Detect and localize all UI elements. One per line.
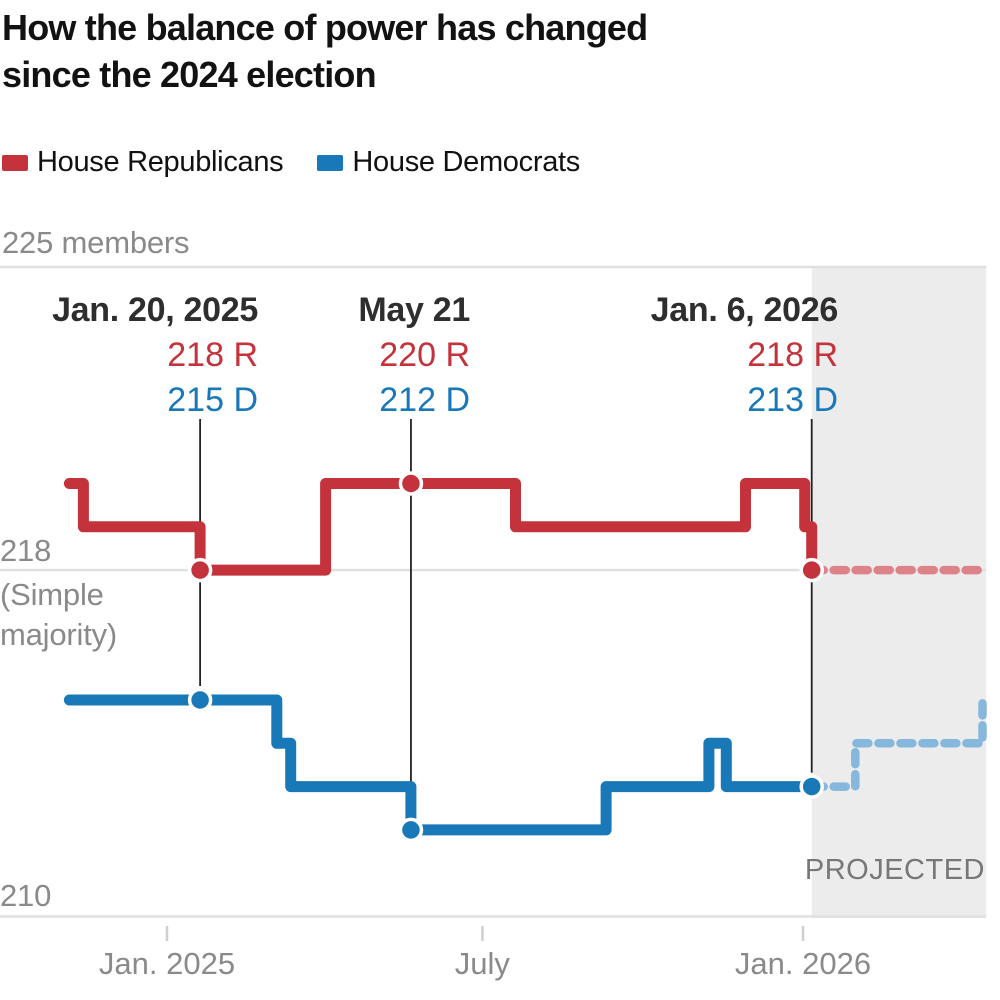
- republicans-swatch-icon: [2, 154, 28, 171]
- y-axis-label-218: 218: [0, 533, 52, 568]
- y-axis-label-210: 210: [0, 878, 52, 913]
- republican-data-point-dot: [187, 557, 213, 583]
- democrats-line: [63, 694, 818, 836]
- annotation-republican-count: 218 R: [167, 336, 258, 374]
- annotation-date: Jan. 6, 2026: [650, 291, 839, 329]
- annotation-republican-count: 220 R: [379, 336, 470, 374]
- annotation-date: May 21: [358, 291, 470, 329]
- republicans-line: [63, 478, 818, 576]
- annotation-jan-6-2026: Jan. 6, 2026 218 R 213 D: [650, 288, 839, 423]
- democrats-swatch-icon: [317, 154, 344, 171]
- x-axis-tick: [165, 926, 169, 941]
- x-axis-label: July: [454, 946, 510, 981]
- annotation-democrat-count: 213 D: [747, 381, 838, 419]
- x-axis-label: Jan. 2025: [98, 946, 236, 981]
- annotation-democrat-count: 215 D: [167, 381, 258, 419]
- democrat-data-point-dot: [799, 774, 824, 799]
- democrats-projected-line: [807, 695, 987, 791]
- annotation-may-21: May 21 220 R 212 D: [358, 288, 470, 423]
- projected-label: PROJECTED: [804, 854, 985, 886]
- x-axis-tick: [481, 926, 484, 941]
- legend-label-republicans: House Republicans: [37, 146, 284, 178]
- x-axis-label: Jan. 2026: [734, 946, 872, 981]
- republican-data-point-dot: [799, 557, 824, 583]
- legend-label-democrats: House Democrats: [352, 146, 580, 178]
- democrat-data-point-dot: [187, 687, 213, 713]
- page-title: How the balance of power has changed sin…: [2, 7, 648, 95]
- projection-band: [811, 267, 987, 918]
- legend: House Republicans House Democrats: [2, 146, 580, 179]
- x-axis-tick: [801, 926, 805, 941]
- republican-data-point-dot: [398, 471, 424, 496]
- legend-item-republicans: House Republicans: [2, 146, 284, 179]
- democrat-data-point-dot: [398, 817, 424, 843]
- annotation-republican-count: 218 R: [747, 336, 838, 374]
- y-axis-label-simple-majority: (Simple majority): [0, 577, 118, 652]
- annotation-date: Jan. 20, 2025: [52, 291, 258, 329]
- y-axis-label-225: 225 members: [2, 225, 190, 260]
- legend-item-democrats: House Democrats: [317, 146, 580, 179]
- annotation-jan-20-2025: Jan. 20, 2025 218 R 215 D: [52, 288, 258, 423]
- annotation-democrat-count: 212 D: [379, 381, 470, 419]
